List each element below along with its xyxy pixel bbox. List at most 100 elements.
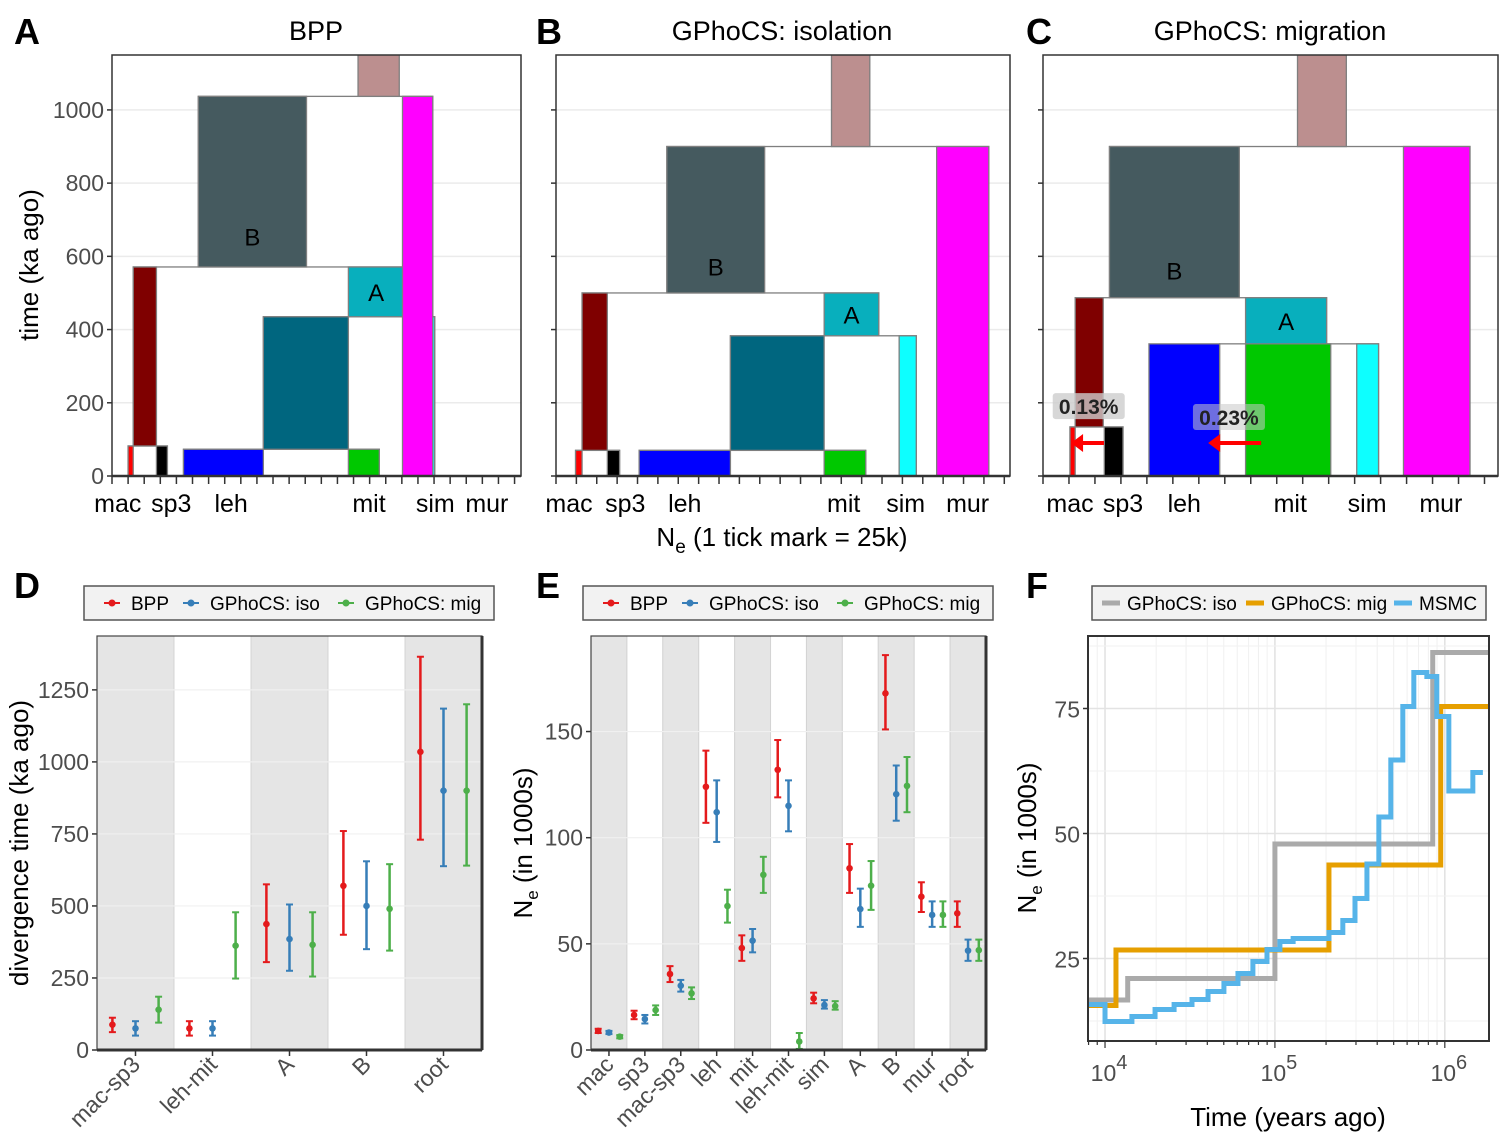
y-tick-label: 0 bbox=[570, 1037, 583, 1063]
box-mit bbox=[823, 449, 867, 476]
error-bar-point bbox=[386, 863, 394, 952]
box-leh bbox=[182, 448, 265, 476]
x-title-main: N bbox=[656, 522, 675, 552]
legend-label: MSMC bbox=[1419, 594, 1477, 615]
f-y-title-rest: (in 1000s) bbox=[1012, 762, 1042, 885]
point-estimate bbox=[975, 946, 983, 954]
error-bar-point bbox=[975, 938, 983, 962]
error-bar-point bbox=[666, 965, 674, 984]
point-estimate bbox=[749, 937, 756, 944]
error-bar-point bbox=[185, 1020, 193, 1037]
x-tick-label: A bbox=[841, 1051, 871, 1081]
box-B bbox=[666, 145, 766, 294]
legend-item: GPhoCS: mig bbox=[1246, 594, 1387, 615]
tick-base: 10 bbox=[1430, 1060, 1456, 1086]
point-estimate bbox=[795, 1038, 803, 1045]
point-estimate bbox=[821, 1001, 828, 1009]
legend-label: BPP bbox=[131, 594, 169, 615]
tip-label-sp3: sp3 bbox=[1103, 490, 1143, 518]
migration-rate-label-box bbox=[1052, 393, 1125, 420]
box-sp3 bbox=[606, 449, 621, 476]
legend: BPP GPhoCS: iso GPhoCS: mig bbox=[83, 585, 495, 621]
node-label-B: B bbox=[708, 255, 724, 282]
error-bar-point bbox=[652, 1004, 660, 1016]
y-tick-label: 75 bbox=[1054, 697, 1080, 723]
error-bar-point bbox=[594, 1027, 602, 1035]
error-bar-point bbox=[688, 986, 696, 1001]
error-bar-point bbox=[702, 749, 710, 824]
y-tick-label: 500 bbox=[51, 893, 89, 919]
box-sim bbox=[1356, 343, 1380, 476]
legend-label: GPhoCS: mig bbox=[864, 594, 980, 615]
category-band bbox=[805, 635, 843, 1051]
x-tick-label: mac-sp3 bbox=[64, 1051, 145, 1132]
error-bar-point bbox=[713, 779, 721, 843]
box-B bbox=[1108, 145, 1240, 299]
tip-label-leh: leh bbox=[214, 490, 247, 518]
y-tick-label: 200 bbox=[66, 390, 104, 416]
point-estimate bbox=[417, 748, 424, 756]
node-label-B: B bbox=[244, 224, 260, 251]
tick-exponent: 4 bbox=[1116, 1052, 1127, 1074]
f-y-title-sub: e bbox=[1027, 885, 1046, 894]
category-band bbox=[250, 635, 329, 1051]
point-estimate bbox=[892, 790, 900, 798]
box-mur bbox=[401, 95, 434, 476]
box-root bbox=[1296, 55, 1347, 148]
arrow-head bbox=[1071, 434, 1084, 453]
error-bar-point bbox=[605, 1029, 613, 1036]
y-tick-label: 50 bbox=[1054, 822, 1080, 848]
box-leh bbox=[638, 449, 732, 476]
tip-label-sim: sim bbox=[416, 490, 455, 518]
x-tick-label: leh bbox=[686, 1051, 726, 1091]
point-estimate bbox=[702, 783, 710, 791]
legend-label: BPP bbox=[630, 594, 668, 615]
f-y-title-main: N bbox=[1012, 895, 1042, 914]
legend-box bbox=[582, 585, 994, 621]
error-bar-point bbox=[939, 900, 947, 928]
box-B bbox=[197, 95, 308, 268]
series-gphocs-iso bbox=[132, 707, 447, 1037]
y-tick-label: 1000 bbox=[38, 749, 89, 775]
box-leh-mit bbox=[729, 335, 825, 452]
legend-key-dot bbox=[607, 599, 615, 607]
error-bar-point bbox=[641, 1013, 649, 1025]
migration-rate-label: 0.13% bbox=[1059, 396, 1119, 419]
legend-item: GPhoCS: mig bbox=[837, 594, 980, 615]
panel-c-title: GPhoCS: migration bbox=[1154, 16, 1387, 46]
panel-letter-b: B bbox=[536, 11, 562, 52]
tip-label-mur: mur bbox=[465, 490, 508, 518]
point-estimate bbox=[903, 782, 911, 790]
category-band bbox=[173, 635, 252, 1051]
tip-label-leh: leh bbox=[1168, 490, 1201, 518]
error-bar-point bbox=[286, 903, 293, 972]
series-gphocs-mig bbox=[155, 703, 471, 1024]
legend-label: GPhoCS: mig bbox=[365, 594, 481, 615]
legend-label: GPhoCS: iso bbox=[210, 594, 320, 615]
legend-box bbox=[1091, 585, 1487, 621]
legend: GPhoCS: iso GPhoCS: mig MSMC bbox=[1091, 585, 1487, 621]
point-estimate bbox=[724, 902, 731, 910]
point-estimate bbox=[918, 893, 925, 901]
point-estimate bbox=[831, 1002, 839, 1010]
point-estimate bbox=[286, 935, 293, 943]
error-bar-point bbox=[856, 887, 864, 928]
legend-key-dot bbox=[108, 599, 116, 607]
x-tick-label: 105 bbox=[1261, 1052, 1298, 1086]
point-estimate bbox=[846, 864, 853, 872]
box-mur bbox=[935, 145, 990, 476]
box-mac bbox=[1069, 426, 1076, 476]
point-estimate bbox=[928, 911, 936, 919]
category-band bbox=[96, 635, 175, 1051]
e-y-title-rest: (in 1000s) bbox=[508, 767, 538, 890]
panel-letter-f: F bbox=[1026, 565, 1048, 606]
legend-box bbox=[83, 585, 495, 621]
error-bar-point bbox=[928, 900, 936, 928]
error-bar-point bbox=[232, 911, 240, 980]
series-line-gphocs-mig bbox=[1088, 704, 1489, 1008]
category-band bbox=[770, 635, 807, 1051]
x-tick-label: root bbox=[931, 1051, 978, 1098]
category-band bbox=[734, 635, 772, 1051]
